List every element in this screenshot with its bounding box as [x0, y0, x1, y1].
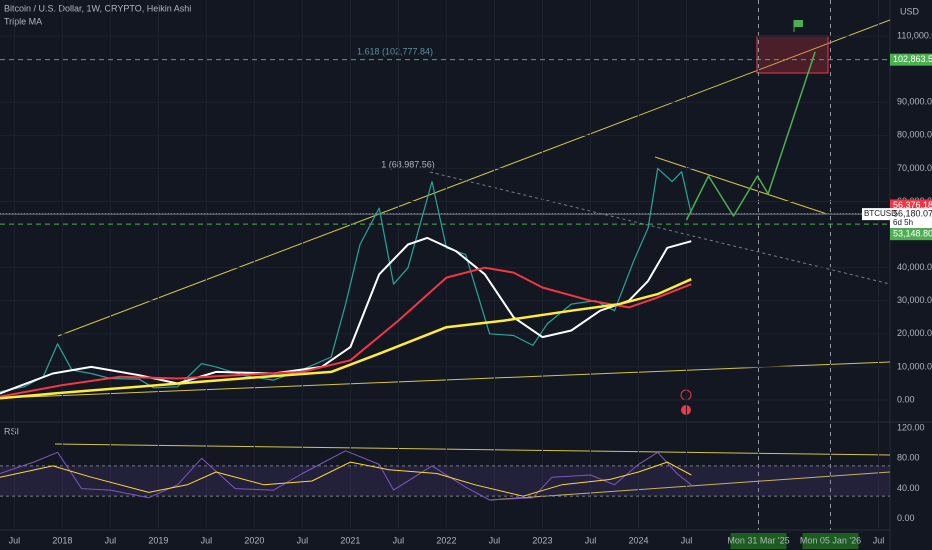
series-line [0, 278, 692, 400]
price-level-box [890, 53, 932, 66]
x-tick-label: Jul [585, 535, 597, 545]
trendline [654, 156, 828, 215]
rsi-line [0, 461, 692, 497]
price-level-label: 53,148.80 [893, 229, 932, 239]
x-tick-label: Jul [297, 535, 309, 545]
y-tick-label: 90,000.00 [897, 97, 932, 107]
current-price-label: 56,180.07 [893, 209, 932, 219]
rsi-title: RSI [4, 426, 19, 436]
flag [794, 20, 803, 27]
x-tick-label: Jul [201, 535, 213, 545]
symbol-label: BTCUSD [864, 209, 897, 218]
countdown: 6d 5h [893, 218, 913, 227]
target-box [756, 35, 829, 74]
y-tick-label: 0.00 [897, 394, 915, 404]
y-tick-label: 40,000.00 [897, 262, 932, 272]
current-price-box [890, 208, 932, 229]
y-tick-label: 20,000.00 [897, 328, 932, 338]
price-level-box [890, 228, 932, 241]
y-tick-label: 110,000.00 [897, 30, 932, 40]
rsi-trendline [489, 471, 891, 501]
y-tick-label: 80,000.00 [897, 130, 932, 140]
x-tick-label: Jul [681, 535, 693, 545]
rsi-tick-label: 120.00 [897, 422, 925, 432]
series-line [0, 266, 692, 398]
rsi-tick-label: 80.00 [897, 453, 920, 463]
rsi-line [0, 450, 692, 501]
x-tick-label: 2021 [340, 535, 360, 545]
x-tick-label: Jul [393, 535, 405, 545]
y-tick-label: 30,000.00 [897, 295, 932, 305]
trendline [429, 171, 891, 285]
fib-label: 1 (68,987.56) [381, 159, 435, 169]
x-tick-label: 2020 [244, 535, 264, 545]
x-tick-label: 2018 [52, 535, 72, 545]
symbol-box [862, 208, 890, 221]
x-tick-label: Jul [873, 535, 885, 545]
y-tick-label: 10,000.00 [897, 361, 932, 371]
x-tick-label: 2024 [628, 535, 648, 545]
price-level-label: 102,863.50 [893, 54, 932, 64]
date-marker-box [730, 533, 787, 549]
rsi-trendline [54, 443, 891, 456]
rsi-tick-label: 40.00 [897, 483, 920, 493]
rsi-band [0, 465, 890, 497]
rsi-tick-label: 0.00 [897, 513, 915, 523]
y-tick-label: 70,000.00 [897, 163, 932, 173]
x-tick-label: Jul [489, 535, 501, 545]
currency: USD [900, 6, 920, 16]
x-tick-label: 2019 [148, 535, 168, 545]
date-marker-box [802, 533, 859, 549]
trendline [57, 19, 891, 337]
x-tick-label: Jul [9, 535, 21, 545]
trendline [0, 361, 891, 399]
x-tick-label: Jul [105, 535, 117, 545]
series-line [685, 51, 816, 221]
x-tick-label: Mon 05 Jan '26 [800, 535, 861, 545]
chart-title: Bitcoin / U.S. Dollar, 1W, CRYPTO, Heiki… [4, 3, 191, 13]
fib-label: 1.618 (102,777.84) [357, 46, 433, 56]
price-level-label: 56,376.18 [893, 200, 932, 210]
x-tick-label: 2023 [532, 535, 552, 545]
x-tick-label: Mon 31 Mar '25 [727, 535, 789, 545]
x-tick-label: 2022 [436, 535, 456, 545]
indicator-name: Triple MA [4, 16, 42, 26]
